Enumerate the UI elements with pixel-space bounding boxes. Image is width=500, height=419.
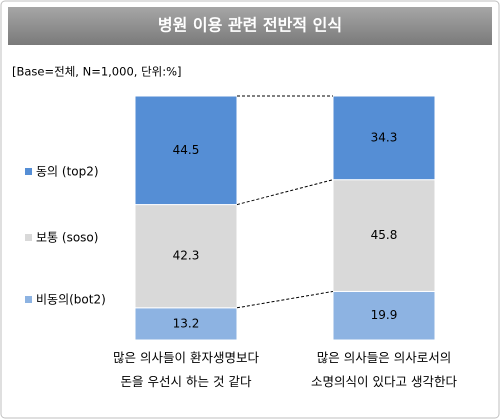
subtitle: [Base=전체, N=1,000, 단위:%] (12, 65, 182, 79)
value-label: 44.5 (173, 143, 200, 157)
bar-segment (134, 95, 238, 206)
title-banner (8, 7, 492, 45)
bar-segment (134, 204, 238, 309)
value-label: 13.2 (173, 316, 200, 330)
legend-label: 동의 (top2) (36, 165, 99, 179)
bar-segment (332, 95, 436, 181)
bar-segment (332, 179, 436, 292)
bar-segment (134, 307, 238, 341)
connector (236, 179, 334, 206)
value-label: 19.9 (371, 308, 398, 322)
bar-segment (332, 290, 436, 341)
category-label: 많은 의사들이 환자생명보다 돈을 우선시 하는 것 같다 (113, 350, 259, 389)
legend-marker (25, 296, 32, 303)
legend-label: 보통 (soso) (36, 231, 98, 245)
value-label: 45.8 (371, 228, 398, 242)
category-label: 많은 의사들은 의사로서의 소명의식이 있다고 생각한다 (311, 350, 457, 389)
legend-marker (25, 168, 32, 175)
legend-label: 비동의(bot2) (36, 293, 106, 307)
value-label: 34.3 (371, 130, 398, 144)
connector (236, 290, 334, 309)
value-label: 42.3 (173, 249, 200, 263)
chart-title: 병원 이용 관련 전반적 인식 (158, 16, 342, 35)
legend-marker (25, 234, 32, 241)
